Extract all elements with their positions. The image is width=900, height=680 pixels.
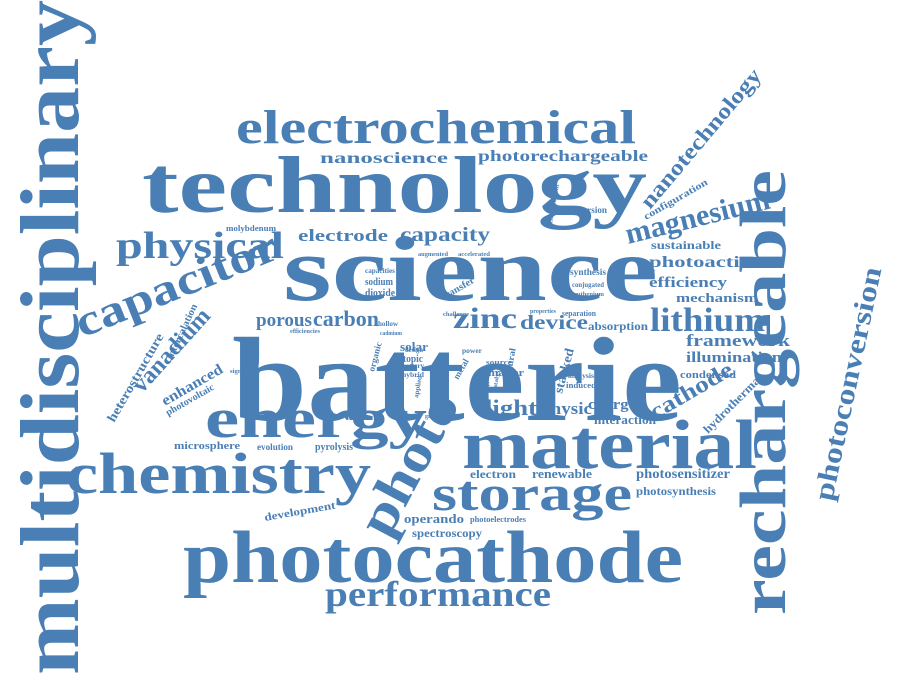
word-accelerated: accelerated: [458, 252, 491, 258]
word-physical: physical: [116, 225, 284, 267]
word-catalyst: catalyst: [492, 368, 502, 393]
word-multidisciplinary: multidisciplinary: [4, 0, 97, 675]
word-physic: physic: [540, 399, 593, 418]
word-condensed: condensed: [680, 369, 736, 381]
word-photoelectrodes: photoelectrodes: [470, 515, 526, 524]
word-design: design: [405, 346, 423, 354]
word-synthesis: synthesis: [570, 267, 607, 277]
word-zinc: zinc: [453, 302, 517, 335]
word-conjugated: conjugated: [572, 281, 604, 289]
word-redox: redox: [470, 380, 491, 388]
word-microsphere: microsphere: [174, 440, 240, 452]
word-framework: framework: [686, 331, 791, 350]
word-electrode: electrode: [298, 226, 389, 245]
word-graphene: graphene: [425, 414, 449, 420]
word-applied: applied: [412, 375, 424, 398]
word-light: light: [485, 395, 538, 420]
word-ruthenium: ruthenium: [574, 292, 604, 298]
word-energy: energy: [205, 388, 427, 450]
word-photocathode: photocathode: [183, 517, 683, 599]
word-challenge: challenge: [443, 312, 469, 318]
word-matter: matter: [488, 367, 524, 379]
word-device: device: [520, 312, 588, 334]
word-properties: properties: [530, 309, 557, 315]
word-science: science: [283, 218, 658, 320]
word-lithium: lithium: [650, 302, 765, 339]
word-photorechargeable: photorechargeable: [478, 148, 648, 165]
word-absorption: absorption: [588, 319, 648, 333]
word-molybdenum: molybdenum: [226, 224, 276, 233]
word-photoactive: photoactive: [649, 254, 761, 271]
word-sodium: sodium: [365, 277, 394, 288]
word-spectroscopy: spectroscopy: [412, 526, 482, 540]
word-sustainable: sustainable: [651, 238, 722, 252]
word-dioxide: dioxide: [365, 287, 395, 299]
word-topic: topic: [403, 354, 424, 365]
word-capacities: capacities: [365, 267, 395, 275]
word-porous: porous: [256, 310, 312, 331]
word-performance: performance: [325, 574, 551, 614]
word-battery: battery: [402, 362, 424, 370]
word-solar: solar: [400, 339, 428, 354]
word-hybrid: hybrid: [402, 371, 424, 379]
word-rechargeable: rechargeable: [727, 170, 800, 615]
word-illumination: illumination: [686, 350, 783, 366]
word-photosynthesis: photosynthesis: [636, 484, 716, 498]
word-efficiencies: efficiencies: [290, 329, 321, 335]
word-material: material: [462, 407, 757, 484]
word-technology: technology: [142, 142, 647, 230]
word-carbon: carbon: [313, 306, 379, 331]
word-electrochemical: electrochemical: [236, 101, 636, 154]
word-power: power: [462, 347, 482, 355]
word-cadmium: cadmium: [380, 331, 402, 337]
word-induced: induced: [566, 381, 597, 390]
word-source: source: [486, 358, 513, 367]
word-photoconversion: photoconversion: [809, 264, 889, 504]
word-photosensitizer: photosensitizer: [636, 467, 730, 482]
word-operando: operando: [404, 511, 464, 526]
word-capacity: capacity: [400, 224, 490, 246]
word-efficiency: efficiency: [649, 275, 728, 291]
word-storage: storage: [432, 465, 632, 521]
word-batterie: batterie: [232, 313, 682, 446]
word-mechanism: mechanism: [676, 290, 758, 305]
word-conversion: conversion: [565, 205, 607, 215]
word-chemistry: chemistry: [66, 441, 371, 506]
word-augmented: augmented: [418, 252, 449, 258]
word-pyrolysis: pyrolysis: [315, 442, 353, 453]
word-nanoscience: nanoscience: [320, 150, 448, 167]
word-separation: separation: [562, 309, 597, 318]
word-electron: electron: [470, 467, 516, 481]
word-renewable: renewable: [532, 466, 592, 481]
word-analysis: analysis: [568, 372, 594, 380]
word-hollow: hollow: [378, 320, 399, 328]
word-significant: significant: [230, 369, 260, 375]
word-evolution: evolution: [257, 442, 293, 452]
word-interaction: interaction: [594, 412, 657, 427]
word-charge: charge: [588, 397, 636, 413]
